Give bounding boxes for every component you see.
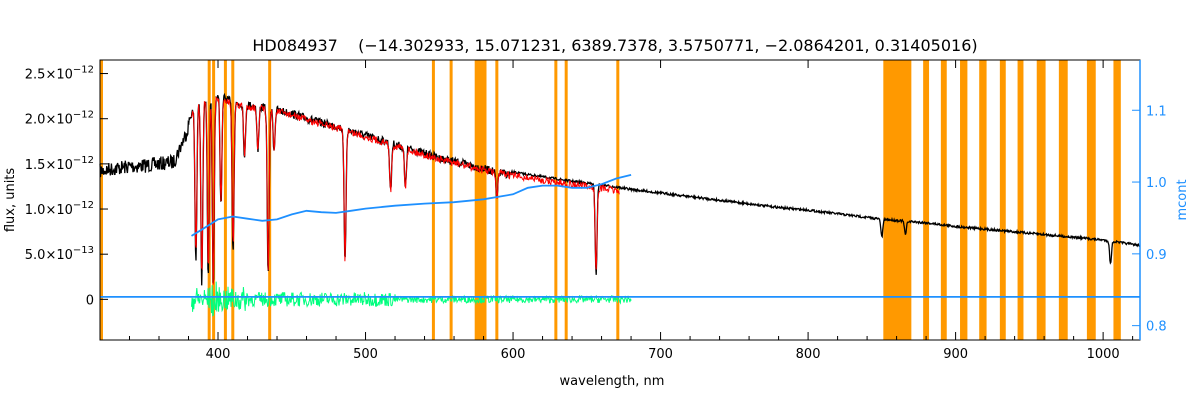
y-tick-label: 2.0×10−12 <box>25 110 94 128</box>
y-tick-label: 1.0×10−12 <box>25 200 94 218</box>
x-axis-label: wavelength, nm <box>560 374 665 389</box>
masked-region <box>449 60 453 340</box>
masked-region <box>1017 60 1024 340</box>
x-tick-label: 500 <box>353 347 378 362</box>
y2-axis: 0.8 0.9 1.0 1.1 <box>1132 60 1167 340</box>
mcont-series <box>100 174 1140 298</box>
y2-tick-label: 1.0 <box>1146 176 1167 191</box>
residual-line <box>191 281 632 317</box>
masked-region <box>1113 60 1121 340</box>
masked-region <box>212 60 216 340</box>
y-tick-label: 5.0×10−13 <box>25 245 94 263</box>
x-tick-label: 700 <box>648 347 673 362</box>
chart-title: HD084937 (−14.302933, 15.071231, 6389.73… <box>252 36 977 55</box>
masked-region <box>564 60 568 340</box>
masked-region <box>554 60 558 340</box>
x-tick-label: 600 <box>501 347 526 362</box>
masked-region <box>1086 60 1096 340</box>
x-tick-label: 800 <box>796 347 821 362</box>
y2-axis-label: mcont <box>1175 179 1190 220</box>
masked-region <box>495 60 499 340</box>
masked-region <box>999 60 1006 340</box>
x-axis: 400 500 600 700 800 900 1000 <box>129 60 1134 362</box>
y-tick-label: 2.5×10−12 <box>25 65 94 83</box>
y2-tick-label: 0.9 <box>1146 248 1167 263</box>
masked-regions <box>100 60 1121 340</box>
residual-series <box>191 281 632 317</box>
y-axis-label: flux, units <box>3 168 18 233</box>
model-line <box>191 96 620 285</box>
y2-tick-label: 1.1 <box>1146 104 1167 119</box>
x-tick-label: 1000 <box>1087 347 1120 362</box>
mcont-curve <box>191 174 632 237</box>
masked-region <box>100 60 103 340</box>
masked-region <box>940 60 947 340</box>
masked-region <box>883 60 912 340</box>
masked-region <box>431 60 435 340</box>
masked-region <box>923 60 930 340</box>
masked-region <box>960 60 968 340</box>
y-tick-label: 1.5×10−12 <box>25 155 94 173</box>
masked-region <box>616 60 620 340</box>
y-axis: 0 5.0×10−13 1.0×10−12 1.5×10−12 2.0×10−12 2.5… <box>25 65 108 308</box>
y2-tick-label: 0.8 <box>1146 320 1167 335</box>
y-tick-label: 0 <box>86 293 94 308</box>
model-spectrum <box>191 96 620 285</box>
masked-region <box>1058 60 1068 340</box>
x-tick-label: 900 <box>943 347 968 362</box>
masked-region <box>1036 60 1046 340</box>
masked-region <box>223 60 227 340</box>
x-tick-label: 400 <box>206 347 231 362</box>
masked-region <box>979 60 987 340</box>
